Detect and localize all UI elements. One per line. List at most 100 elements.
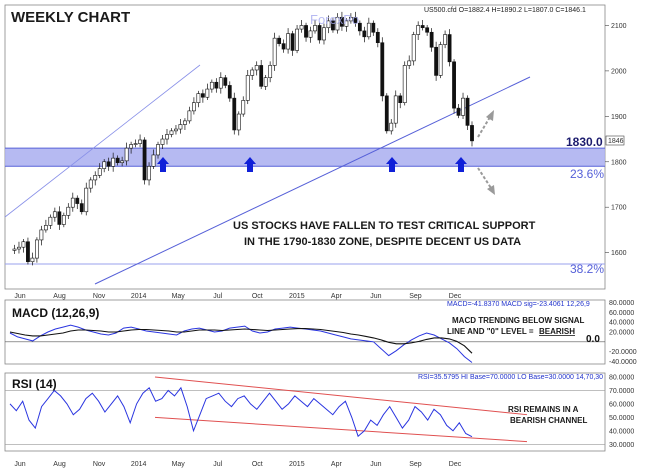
candle-body <box>416 25 421 35</box>
candle-body <box>12 248 17 251</box>
candle-body <box>371 22 376 33</box>
x-tick-label: May <box>172 461 186 468</box>
candle <box>402 61 407 106</box>
x-tick-label: Sep <box>409 461 422 468</box>
scenario-down-arrowhead <box>487 185 495 195</box>
candle <box>331 18 335 33</box>
candle <box>97 163 102 179</box>
candle <box>407 55 412 70</box>
candle <box>160 134 165 150</box>
macd-zero-label: 0.0 <box>586 334 600 345</box>
x-tick-label: Apr <box>331 293 343 300</box>
candle <box>48 214 53 230</box>
x-tick-label: 2015 <box>289 293 305 300</box>
candle <box>70 192 75 212</box>
candle <box>26 237 30 265</box>
candle <box>12 244 17 255</box>
candle <box>84 182 89 216</box>
candle-body <box>456 107 461 116</box>
candle <box>429 28 434 52</box>
x-tick-label: Jun <box>14 293 25 300</box>
price-tick-label: 1800 <box>611 159 627 166</box>
candle <box>209 79 214 93</box>
candle-body <box>187 110 192 122</box>
candle-body <box>174 128 178 132</box>
candle-body <box>160 138 165 145</box>
candle <box>308 26 313 43</box>
scenario-down-arrow <box>477 167 492 189</box>
x-tick-label: Aug <box>53 461 66 468</box>
candle-body <box>380 42 385 97</box>
candle-body <box>443 34 447 45</box>
scenario-up-arrowhead <box>486 110 494 121</box>
candle-body <box>200 93 205 98</box>
candle-body <box>425 27 430 33</box>
x-tick-label: Aug <box>53 293 66 300</box>
candle <box>111 152 116 172</box>
candle <box>263 74 268 90</box>
candle <box>461 92 465 120</box>
candle-body <box>84 187 89 213</box>
candle <box>254 61 259 76</box>
candle-body <box>420 25 425 29</box>
candle <box>362 26 367 43</box>
candle-body <box>254 65 259 71</box>
candle-body <box>57 211 62 225</box>
candle-body <box>115 157 120 163</box>
macd-tick-label: 80.0000 <box>609 300 634 307</box>
candle <box>281 39 286 53</box>
rsi-tick-label: 80.0000 <box>609 375 634 382</box>
candle-body <box>218 77 223 89</box>
candle-body <box>26 241 30 263</box>
macd-tick-label: -40.0000 <box>609 359 637 366</box>
candle-body <box>79 203 84 213</box>
fib-236-label: 23.6% <box>570 167 604 181</box>
candle <box>205 83 210 100</box>
candle-body <box>393 95 398 124</box>
candle <box>133 139 138 148</box>
x-tick-label: Oct <box>252 293 263 300</box>
candle <box>299 19 304 33</box>
candle <box>398 93 403 109</box>
x-tick-label: Dec <box>449 461 462 468</box>
x-tick-label: Dec <box>449 293 462 300</box>
x-axis-bottom: Jun Aug Nov 2014 May Jul Oct 2015 Apr Jun Sep Dec <box>14 461 461 468</box>
candle-body <box>277 37 282 44</box>
x-axis-top: Jun Aug Nov 2014 May Jul Oct 2015 Apr Jun Sep Dec <box>14 293 461 300</box>
candle-body <box>322 27 326 41</box>
candle <box>232 92 237 135</box>
candle <box>425 24 430 36</box>
candle <box>236 111 241 136</box>
candle <box>304 22 308 42</box>
candle-body <box>263 77 268 87</box>
candle <box>66 203 71 220</box>
candle-body <box>192 102 196 112</box>
candle-body <box>470 125 474 142</box>
macd-annotation-2: LINE AND "0" LEVEL = <box>447 327 534 336</box>
rsi-channel-line <box>154 376 528 416</box>
candle <box>366 17 371 40</box>
candle <box>357 20 362 36</box>
candle-body <box>227 85 232 99</box>
price-panel-frame <box>4 4 606 290</box>
candle-body <box>362 30 367 38</box>
candle-body <box>35 239 39 259</box>
candle-body <box>30 257 35 263</box>
candle-body <box>124 147 129 162</box>
candle <box>124 142 129 166</box>
candle <box>43 219 48 233</box>
candle <box>465 95 470 130</box>
watermark: ForexPo <box>310 12 359 27</box>
rsi-panel: 30.0000 40.0000 50.0000 60.0000 70.0000 80.00… <box>5 375 634 449</box>
candle-body <box>236 113 241 131</box>
support-arrow-4 <box>455 157 467 172</box>
x-tick-label: Jul <box>213 293 222 300</box>
rsi-readout: RSI=35.5795 HI Base=70.0000 LO Base=30.0… <box>418 374 603 381</box>
candle-body <box>461 97 465 116</box>
support-arrow-3 <box>386 157 398 172</box>
candle <box>290 30 295 56</box>
rsi-tick-label: 40.0000 <box>609 428 634 435</box>
candle-body <box>209 81 214 90</box>
candle-body <box>169 130 174 135</box>
